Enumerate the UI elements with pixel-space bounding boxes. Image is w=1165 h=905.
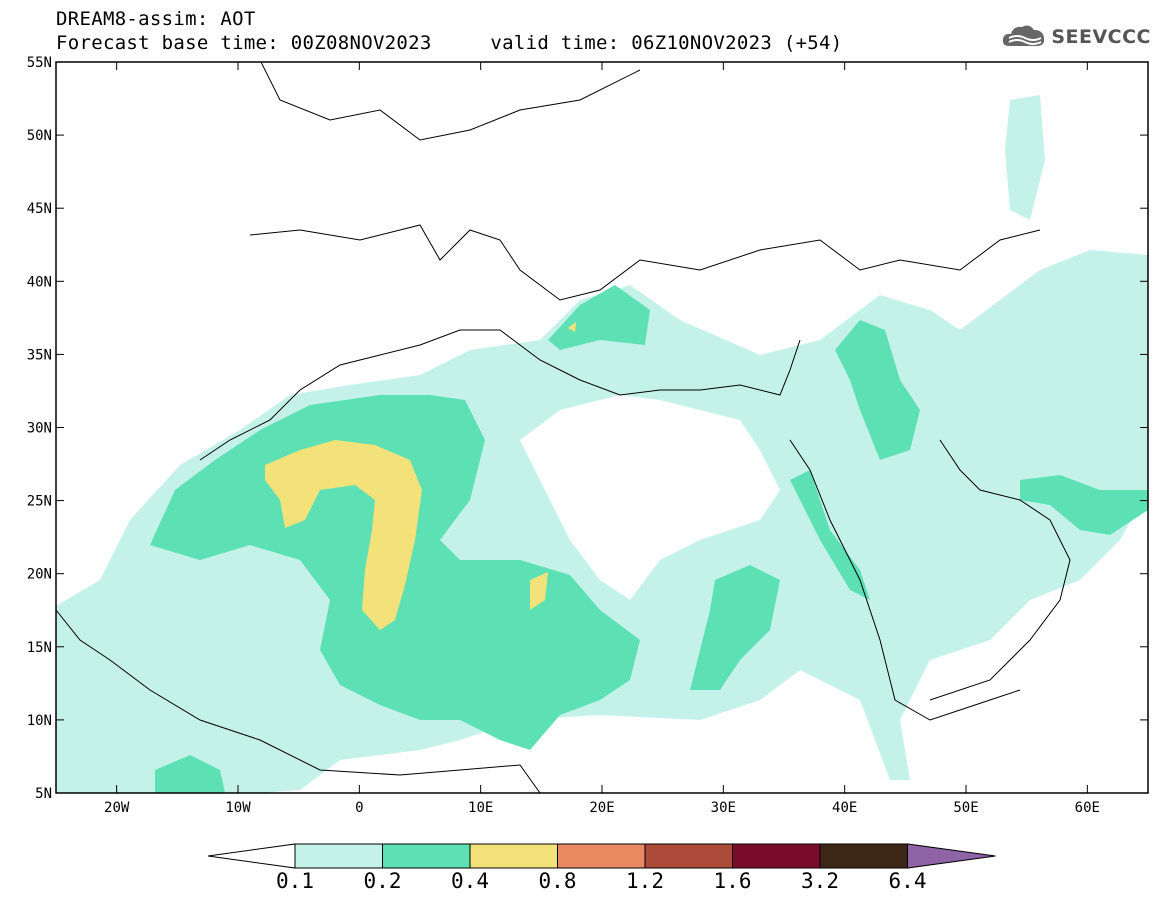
lon-tick-label: 10W bbox=[225, 800, 251, 816]
lon-tick-label: 0 bbox=[355, 800, 363, 816]
lon-tick-label: 30E bbox=[711, 800, 736, 816]
lat-tick-label: 45N bbox=[27, 201, 52, 217]
cloud-icon bbox=[1003, 25, 1045, 46]
lat-tick-label: 40N bbox=[27, 274, 52, 290]
lat-tick-label: 20N bbox=[27, 567, 52, 583]
colorbar-segment bbox=[819, 843, 908, 869]
lon-axis: 20W 10W 0 10E 20E 30E 40E 50E 60E bbox=[104, 62, 1100, 816]
lon-tick-label: 10E bbox=[468, 800, 493, 816]
aot-band-high bbox=[265, 322, 576, 630]
lat-tick-label: 55N bbox=[27, 55, 52, 71]
lon-tick-label: 20E bbox=[589, 800, 614, 816]
lat-axis: 55N 50N 45N 40N 35N 30N 25N 20N 15N 10N 5N bbox=[27, 55, 1148, 802]
lat-tick-label: 30N bbox=[27, 421, 52, 437]
colorbar-segment bbox=[557, 843, 646, 869]
map-title: DREAM8-assim: AOT bbox=[56, 8, 256, 30]
map-frame bbox=[55, 61, 1149, 794]
lat-tick-label: 25N bbox=[27, 494, 52, 510]
aot-band-low bbox=[56, 95, 1148, 793]
time-info: Forecast base time: 00Z08NOV2023 valid t… bbox=[56, 32, 843, 54]
lon-tick-label: 40E bbox=[832, 800, 857, 816]
colorbar-label: 1.6 bbox=[714, 869, 752, 893]
lon-tick-label: 60E bbox=[1075, 800, 1100, 816]
lat-tick-label: 5N bbox=[35, 786, 52, 802]
lon-tick-label: 20W bbox=[104, 800, 130, 816]
coastlines bbox=[56, 62, 1071, 793]
base-time-label: Forecast base time: 00Z08NOV2023 bbox=[56, 32, 432, 54]
colorbar-label: 0.2 bbox=[364, 869, 402, 893]
lon-tick-label: 50E bbox=[953, 800, 978, 816]
colorbar-segment bbox=[382, 843, 471, 869]
colorbar-label: 0.1 bbox=[276, 869, 314, 893]
lat-tick-label: 35N bbox=[27, 347, 52, 363]
colorbar: 0.1 0.2 0.4 0.8 1.2 1.6 3.2 6.4 bbox=[207, 843, 996, 893]
valid-time-label: valid time: 06Z10NOV2023 (+54) bbox=[490, 32, 843, 54]
colorbar-arrow-left bbox=[207, 843, 296, 869]
colorbar-segment bbox=[469, 843, 558, 869]
colorbar-label: 0.4 bbox=[451, 869, 489, 893]
logo-text: SEEVCCC bbox=[1051, 26, 1151, 48]
aot-band-mid bbox=[150, 285, 1148, 793]
colorbar-label: 0.8 bbox=[539, 869, 577, 893]
lat-tick-label: 15N bbox=[27, 640, 52, 656]
colorbar-arrow-right bbox=[907, 843, 996, 869]
colorbar-label: 3.2 bbox=[801, 869, 839, 893]
colorbar-label: 1.2 bbox=[626, 869, 664, 893]
lat-tick-label: 50N bbox=[27, 128, 52, 144]
aot-field bbox=[56, 95, 1148, 793]
colorbar-label: 6.4 bbox=[889, 869, 927, 893]
colorbar-segment bbox=[644, 843, 733, 869]
colorbar-segment bbox=[732, 843, 821, 869]
seevccc-logo: SEEVCCC bbox=[1001, 22, 1151, 52]
colorbar-segment bbox=[294, 843, 383, 869]
lat-tick-label: 10N bbox=[27, 713, 52, 729]
